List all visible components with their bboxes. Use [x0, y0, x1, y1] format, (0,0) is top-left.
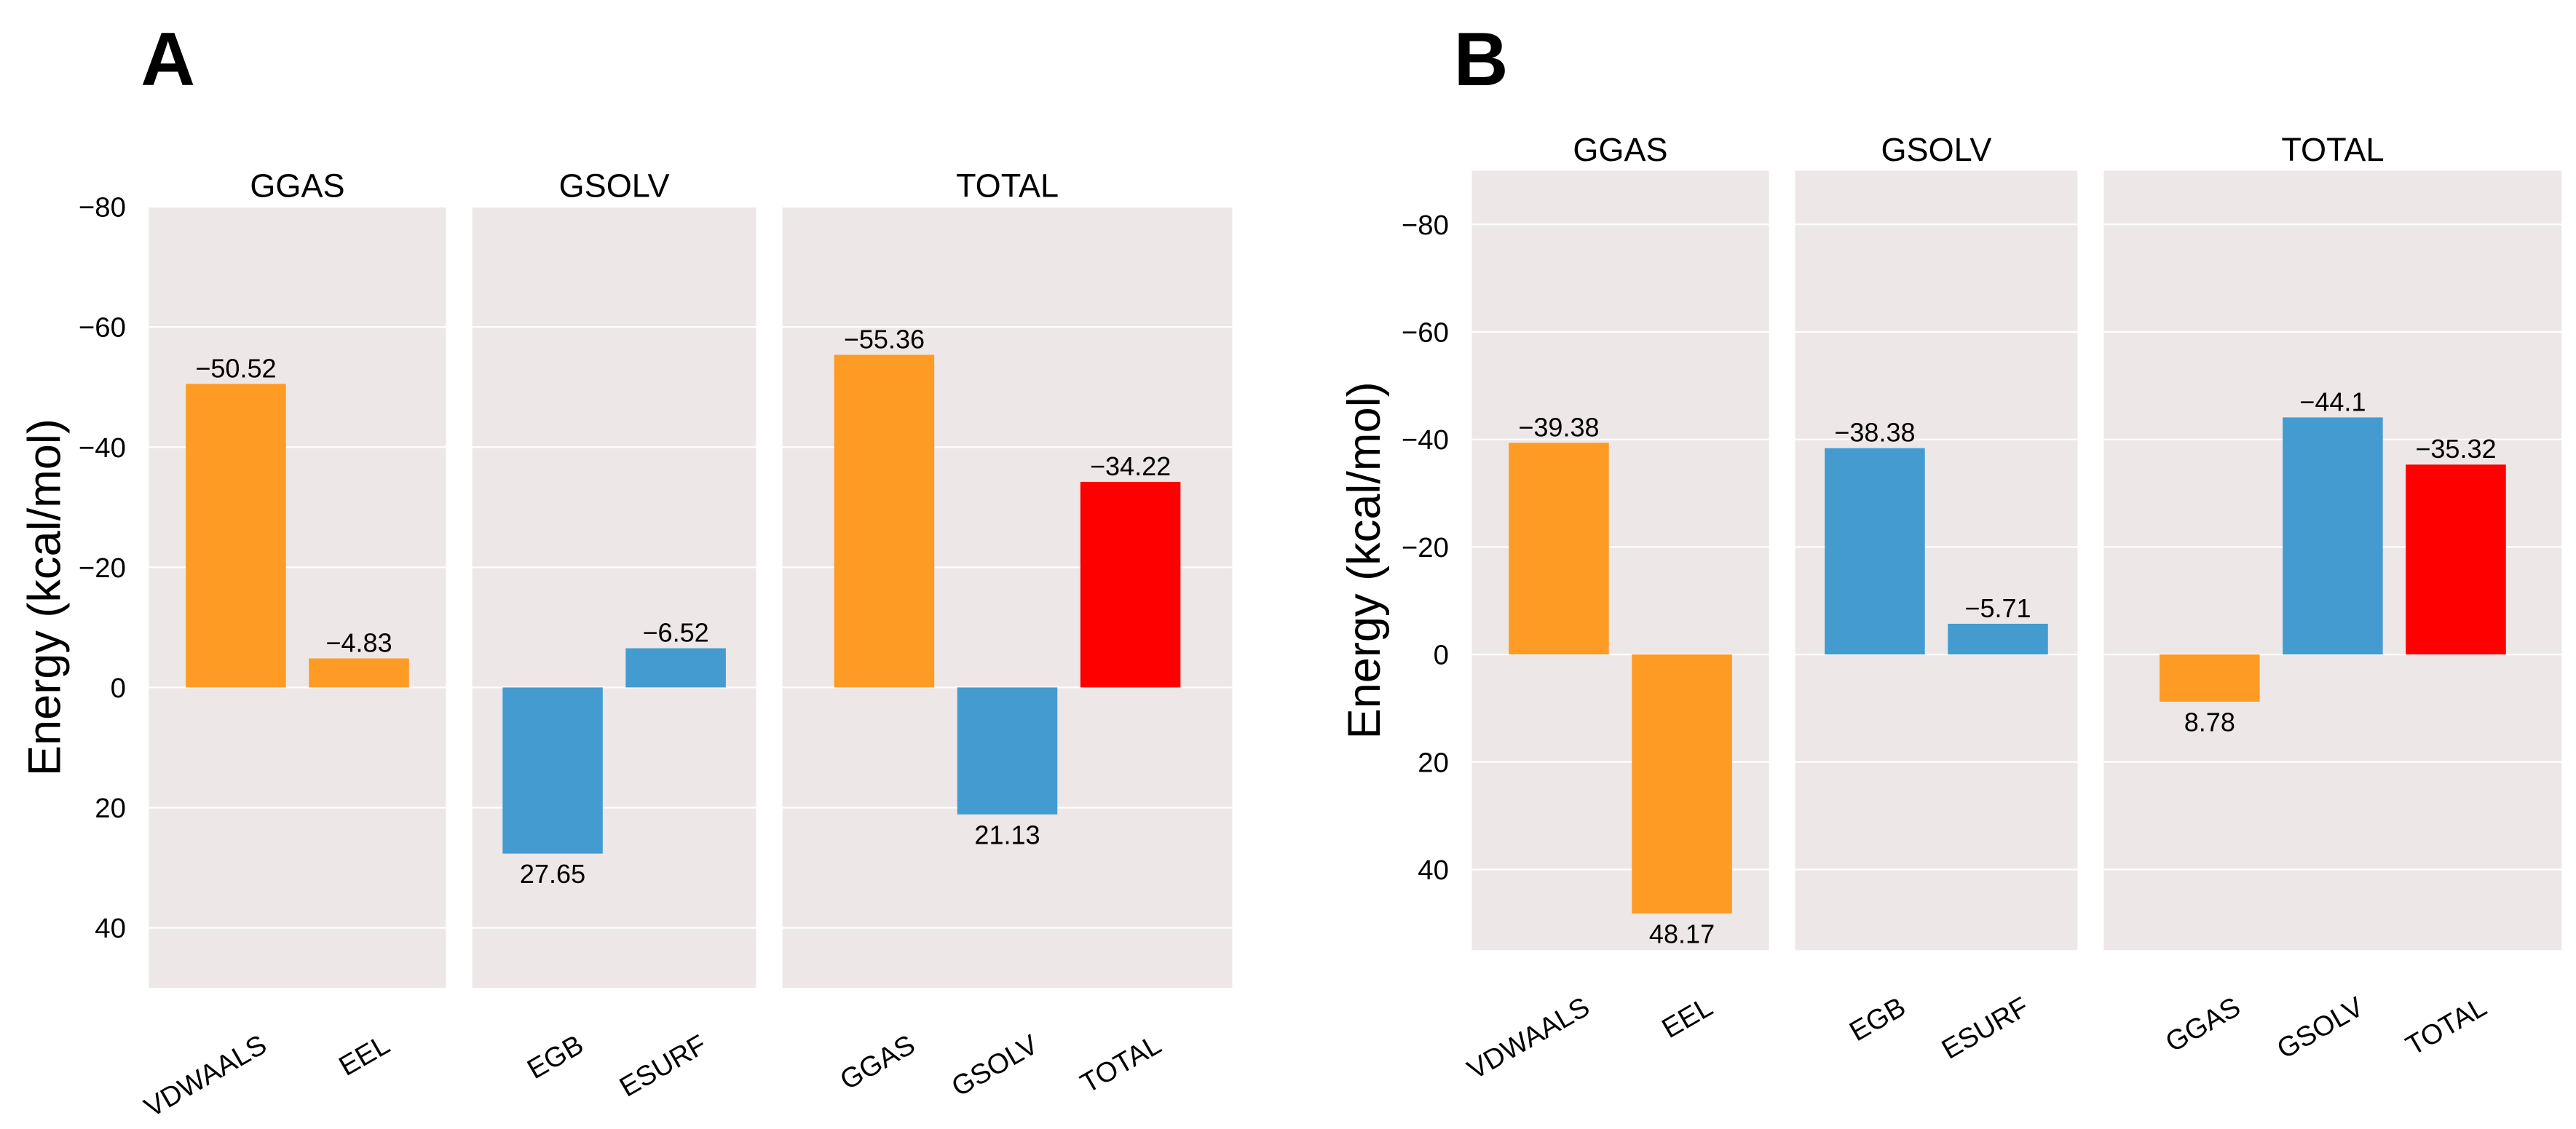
value-label: −6.52 — [643, 618, 709, 648]
bar — [1948, 623, 2048, 655]
x-tick-label: VDWAALS — [1462, 991, 1595, 1085]
y-tick-label: −60 — [79, 312, 126, 344]
x-tick-label: EGB — [1844, 991, 1911, 1047]
x-tick-label: EEL — [333, 1029, 395, 1082]
y-tick-label: 40 — [95, 913, 126, 944]
x-tick-label: EGB — [522, 1029, 589, 1085]
value-label: −35.32 — [2415, 434, 2496, 464]
value-label: −38.38 — [1834, 418, 1915, 448]
bar — [1509, 443, 1609, 655]
x-tick-label: TOTAL — [2401, 991, 2492, 1061]
facet-title: GSOLV — [1881, 131, 1991, 168]
y-tick-label: 40 — [1418, 855, 1449, 886]
bar — [502, 687, 603, 854]
value-label: −55.36 — [844, 324, 925, 354]
y-tick-label: −40 — [1402, 424, 1449, 456]
x-tick-label: GGAS — [835, 1029, 920, 1096]
facet-title: TOTAL — [956, 167, 1059, 205]
bar — [1080, 481, 1181, 688]
bar — [1825, 448, 1925, 655]
facet-background — [472, 207, 756, 989]
bar — [309, 658, 409, 688]
y-tick-label: −80 — [79, 192, 126, 223]
value-label: 21.13 — [974, 820, 1040, 849]
facet-title: GGAS — [1573, 131, 1667, 168]
value-label: −50.52 — [195, 353, 276, 383]
value-label: −34.22 — [1090, 451, 1171, 481]
bar — [1632, 654, 1732, 914]
x-tick-label: ESURF — [1937, 991, 2034, 1065]
bar — [625, 648, 726, 688]
bar — [2160, 654, 2260, 702]
y-tick-label: 0 — [111, 673, 126, 704]
x-tick-label: VDWAALS — [139, 1029, 272, 1123]
y-tick-label: 20 — [95, 793, 126, 824]
x-tick-label: TOTAL — [1075, 1029, 1166, 1099]
x-tick-label: ESURF — [615, 1029, 712, 1103]
value-label: −44.1 — [2299, 387, 2366, 416]
y-tick-label: −20 — [79, 552, 126, 584]
x-tick-label: GSOLV — [947, 1029, 1044, 1103]
y-tick-label: 20 — [1418, 747, 1449, 778]
value-label: 48.17 — [1649, 919, 1715, 948]
bar — [2283, 417, 2383, 655]
y-tick-label: −40 — [79, 432, 126, 464]
facet-title: GGAS — [250, 167, 344, 205]
value-label: −4.83 — [325, 628, 392, 658]
facet-title: TOTAL — [2281, 131, 2384, 168]
x-tick-label: EEL — [1656, 991, 1718, 1044]
bar — [2406, 464, 2506, 655]
value-label: −5.71 — [1964, 593, 2031, 623]
y-tick-label: −80 — [1402, 210, 1449, 241]
value-label: 8.78 — [2184, 708, 2235, 737]
y-tick-label: −60 — [1402, 317, 1449, 349]
value-label: −39.38 — [1518, 412, 1599, 442]
y-tick-label: 0 — [1434, 640, 1449, 671]
panel-label: B — [1454, 17, 1509, 101]
value-label: 27.65 — [520, 859, 585, 889]
bar — [957, 687, 1058, 815]
y-axis-label: Energy (kcal/mol) — [20, 419, 71, 776]
y-axis-label: Energy (kcal/mol) — [1339, 381, 1390, 739]
y-tick-label: −20 — [1402, 532, 1449, 563]
bar — [834, 354, 935, 688]
panel-label: A — [141, 17, 195, 101]
bar — [186, 384, 286, 688]
x-tick-label: GSOLV — [2272, 991, 2369, 1065]
x-tick-label: GGAS — [2160, 991, 2245, 1058]
facet-title: GSOLV — [559, 167, 670, 205]
